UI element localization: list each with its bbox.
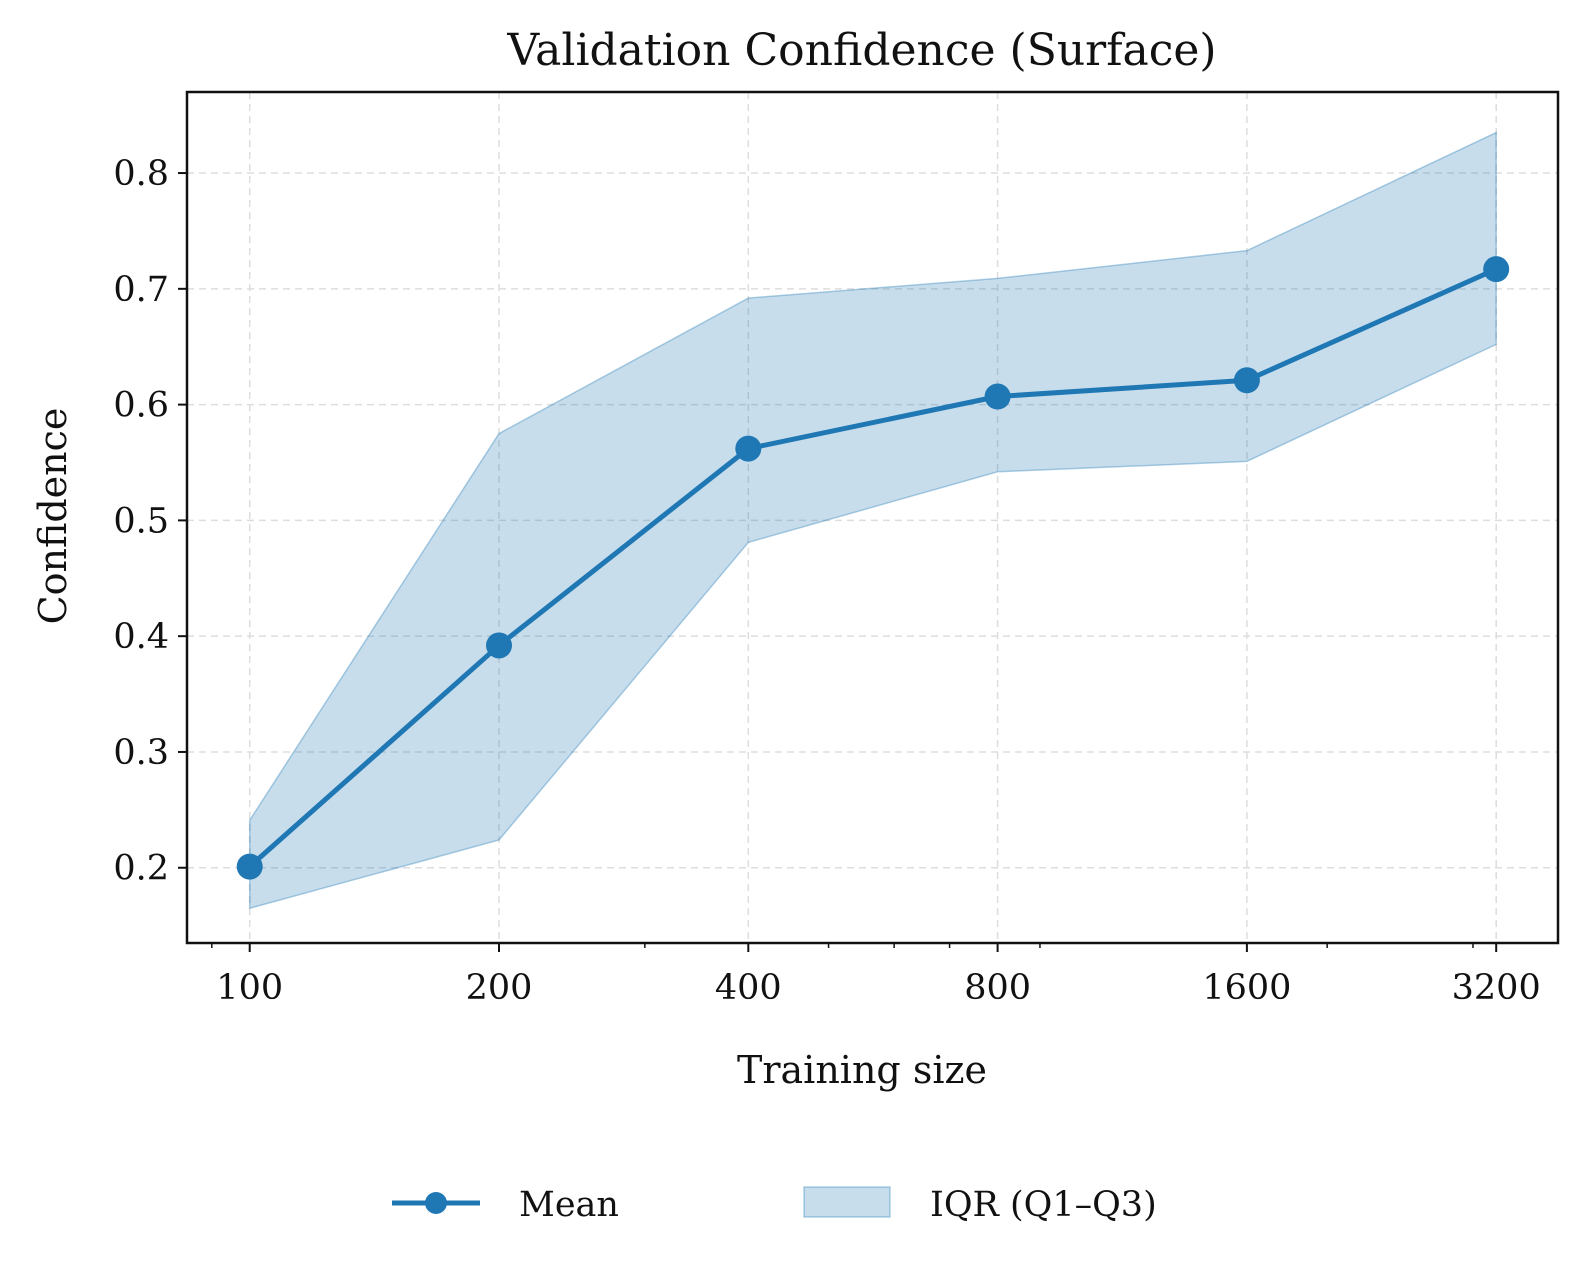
x-tick-label: 800 bbox=[964, 968, 1031, 1008]
y-tick-label: 0.8 bbox=[113, 154, 169, 194]
plot-frame bbox=[185, 90, 1560, 945]
mean-line bbox=[248, 266, 1498, 869]
iqr-band-layer bbox=[248, 131, 1497, 910]
legend: Mean IQR (Q1–Q3) bbox=[392, 1185, 1157, 1225]
mean-point bbox=[486, 632, 513, 659]
x-axis-label: Training size bbox=[737, 1048, 987, 1092]
legend-mean-marker bbox=[425, 1192, 447, 1214]
y-tick-label: 0.6 bbox=[113, 386, 169, 426]
iqr-band bbox=[248, 131, 1497, 910]
grid bbox=[187, 92, 1558, 943]
mean-point bbox=[236, 853, 263, 880]
mean-point bbox=[735, 435, 762, 462]
y-tick-label: 0.2 bbox=[113, 849, 169, 889]
legend-iqr-label: IQR (Q1–Q3) bbox=[930, 1185, 1157, 1225]
axes-frame bbox=[185, 90, 1560, 945]
mean-point bbox=[1233, 367, 1260, 394]
legend-iqr-swatch bbox=[803, 1186, 891, 1218]
x-tick-label: 200 bbox=[466, 968, 533, 1008]
mean-point bbox=[984, 383, 1011, 410]
x-tick-label: 100 bbox=[216, 968, 283, 1008]
legend-mean-label: Mean bbox=[519, 1185, 619, 1225]
x-tick-label: 3200 bbox=[1452, 968, 1541, 1008]
y-tick-label: 0.5 bbox=[113, 501, 169, 541]
y-tick-label: 0.4 bbox=[113, 617, 169, 657]
mean-point bbox=[1483, 256, 1510, 283]
y-tick-label: 0.7 bbox=[113, 270, 169, 310]
y-axis-label: Confidence bbox=[31, 408, 75, 625]
mean-series-layer bbox=[236, 256, 1510, 880]
chart-title: Validation Confidence (Surface) bbox=[506, 25, 1216, 76]
x-tick-label: 400 bbox=[715, 968, 782, 1008]
x-tick-label: 1600 bbox=[1202, 968, 1291, 1008]
y-tick-label: 0.3 bbox=[113, 733, 169, 773]
tick-layer: 100 200 400 800 1600 3200 0.2 0.3 0.4 0.5 0.6 0.7 0.… bbox=[113, 154, 1540, 1008]
